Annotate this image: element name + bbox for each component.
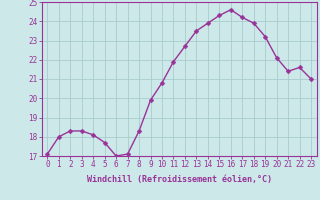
X-axis label: Windchill (Refroidissement éolien,°C): Windchill (Refroidissement éolien,°C) [87,175,272,184]
